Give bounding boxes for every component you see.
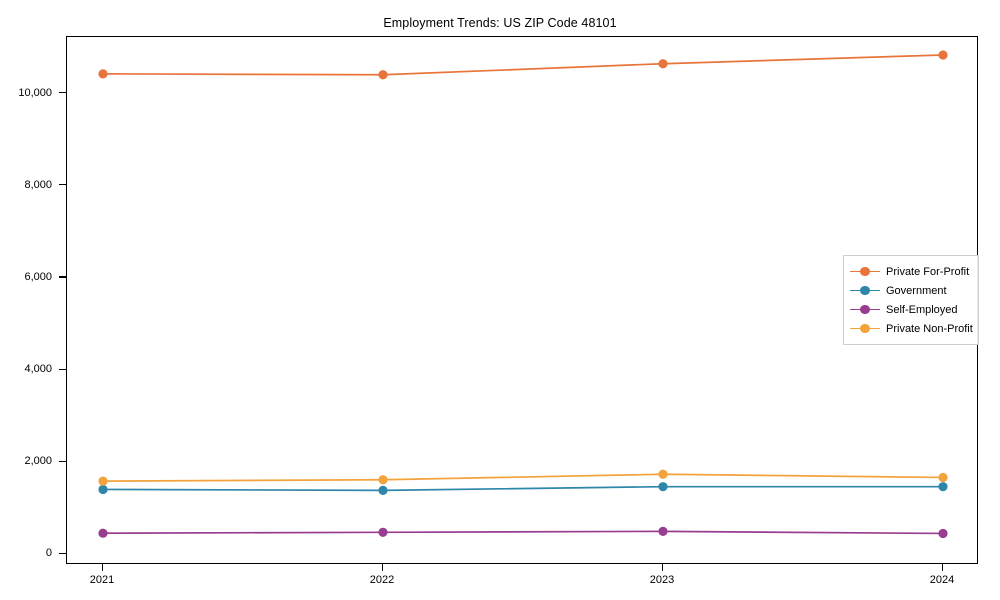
data-point-marker xyxy=(658,526,668,536)
legend-item: Private Non-Profit xyxy=(850,319,973,338)
series-line xyxy=(102,530,944,535)
legend-swatch-icon xyxy=(850,284,880,298)
x-tick-label: 2022 xyxy=(369,574,395,586)
data-point-marker xyxy=(938,528,948,539)
data-point-marker xyxy=(378,475,388,485)
plot-area xyxy=(66,36,978,564)
legend-swatch-icon xyxy=(850,322,880,336)
legend-label: Private For-Profit xyxy=(886,265,970,278)
data-point-marker xyxy=(378,70,388,80)
y-tick-mark xyxy=(59,184,66,186)
legend-swatch-icon xyxy=(850,303,880,317)
series-line xyxy=(102,54,944,76)
data-point-marker xyxy=(938,50,948,60)
legend-label: Self-Employed xyxy=(886,303,958,316)
data-point-marker xyxy=(98,528,108,538)
y-tick-mark xyxy=(59,460,66,462)
y-tick-label: 10,000 xyxy=(18,86,52,99)
chart-title: Employment Trends: US ZIP Code 48101 xyxy=(383,16,617,30)
legend-label: Private Non-Profit xyxy=(886,322,973,335)
y-tick-label: 0 xyxy=(45,547,52,560)
y-tick-mark xyxy=(59,552,66,554)
data-point-marker xyxy=(658,482,668,492)
y-tick-label: 2,000 xyxy=(24,455,52,468)
y-tick-label: 4,000 xyxy=(24,363,52,376)
y-tick-label: 8,000 xyxy=(24,178,52,191)
y-tick-mark xyxy=(59,276,66,278)
data-point-marker xyxy=(98,69,108,79)
plot-lines xyxy=(98,50,948,539)
legend-item: Government xyxy=(850,281,971,300)
data-point-marker xyxy=(658,59,668,69)
legend-item: Self-Employed xyxy=(850,300,971,319)
data-point-marker xyxy=(378,527,388,537)
series-line xyxy=(102,473,944,482)
data-point-marker xyxy=(938,482,948,492)
y-tick-label: 6,000 xyxy=(24,270,52,283)
legend-item: Private For-Profit xyxy=(850,262,971,281)
y-tick-mark xyxy=(59,368,66,370)
data-point-marker xyxy=(658,469,668,479)
legend-label: Government xyxy=(886,284,947,297)
x-tick-mark xyxy=(661,564,663,571)
data-point-marker xyxy=(938,472,948,483)
series-line xyxy=(102,485,944,492)
x-tick-label: 2021 xyxy=(89,574,115,586)
x-tick-label: 2024 xyxy=(929,574,955,586)
data-point-marker xyxy=(98,484,108,495)
y-tick-mark xyxy=(59,92,66,94)
x-tick-label: 2023 xyxy=(649,574,675,586)
x-tick-mark xyxy=(381,564,383,571)
data-point-marker xyxy=(378,485,388,495)
legend-swatch-icon xyxy=(850,265,880,279)
x-tick-mark xyxy=(941,564,943,571)
x-tick-mark xyxy=(101,564,103,571)
chart-legend: Private For-Profit Government Self-Employe… xyxy=(843,255,979,345)
data-point-marker xyxy=(98,476,108,486)
